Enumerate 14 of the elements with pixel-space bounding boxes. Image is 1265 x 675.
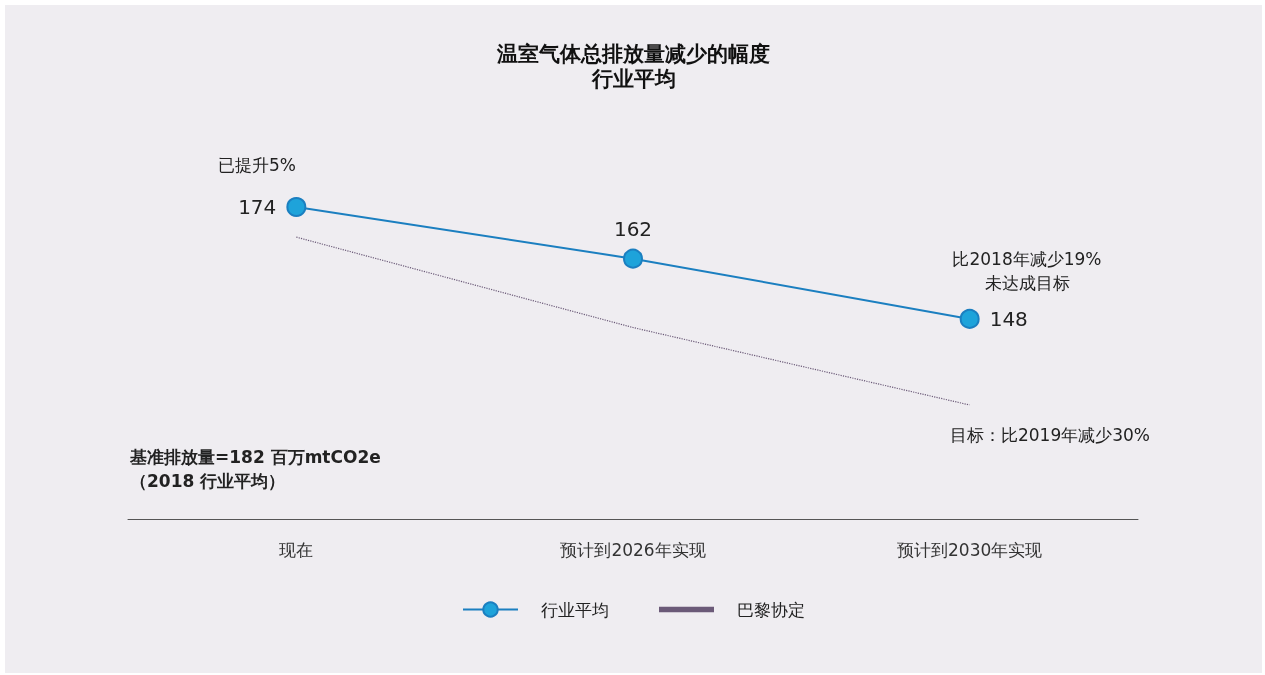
legend-label: 巴黎协定 [737, 599, 805, 620]
chart-subtitle: 行业平均 [590, 66, 676, 91]
data-label: 174 [238, 195, 277, 219]
x-tick-label: 预计到2026年实现 [560, 539, 706, 560]
data-label: 148 [989, 306, 1028, 331]
data-label: 162 [613, 216, 653, 241]
x-tick-label: 预计到2030年实现 [897, 539, 1043, 560]
text: 基准排放量=182 百万mtCO2e （2018 行业平均） [129, 447, 381, 491]
x-tick-label: 现在 [279, 539, 314, 560]
legend-label: 行业平均 [541, 599, 609, 620]
text: 已提升5% [218, 155, 296, 175]
chart-title: 温室气体总排放量减少的幅度 [496, 41, 770, 66]
text: 目标：比2019年减少30% [949, 425, 1151, 445]
annotation: 比2018年减少19% 未达成目标 [952, 249, 1102, 293]
